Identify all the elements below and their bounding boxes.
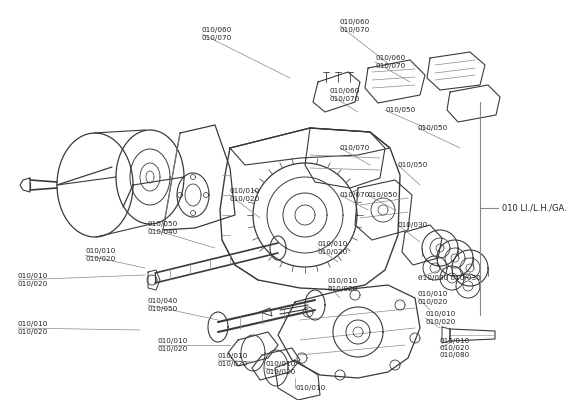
Text: 010/060
010/070: 010/060 010/070 [375,55,405,69]
Text: 010/030: 010/030 [398,222,428,228]
Text: 010 LI./L.H./GA.: 010 LI./L.H./GA. [502,204,567,212]
Text: 010/010
010/020: 010/010 010/020 [158,338,189,352]
Text: 010/010
010/020: 010/010 010/020 [265,361,295,375]
Text: 010/010
010/020: 010/010 010/020 [18,273,48,287]
Text: 010/010
010/020: 010/010 010/020 [318,241,348,255]
Text: 010/040
010/050: 010/040 010/050 [148,298,178,312]
Text: 010/010
010/020: 010/010 010/020 [418,291,448,305]
Text: 010/050: 010/050 [398,162,428,168]
Text: 010/010
010/020: 010/010 010/020 [328,278,358,292]
Text: 010/050
010/040: 010/050 010/040 [148,221,178,235]
Text: 010/010
010/020: 010/010 010/020 [18,321,48,335]
Text: 010/060
010/070: 010/060 010/070 [340,19,370,33]
Text: 010/010
010/020: 010/010 010/020 [425,311,456,325]
Text: 010/010
010/020: 010/010 010/020 [218,353,248,367]
Text: 010/010
010/020: 010/010 010/020 [230,188,260,202]
Text: 010/050: 010/050 [385,107,415,113]
Text: 010/010
010/020
010/080: 010/010 010/020 010/080 [440,338,470,358]
Text: 010/010
010/020: 010/010 010/020 [85,248,115,262]
Text: 010/060
010/070: 010/060 010/070 [202,27,232,41]
Text: 010/030 010/030: 010/030 010/030 [418,275,481,281]
Text: 010/010: 010/010 [295,385,325,391]
Text: 010/050: 010/050 [368,192,398,198]
Text: 010/070: 010/070 [340,145,370,151]
Text: 010/060
010/070: 010/060 010/070 [330,88,360,102]
Text: 010/050: 010/050 [418,125,448,131]
Text: 010/070: 010/070 [340,192,370,198]
